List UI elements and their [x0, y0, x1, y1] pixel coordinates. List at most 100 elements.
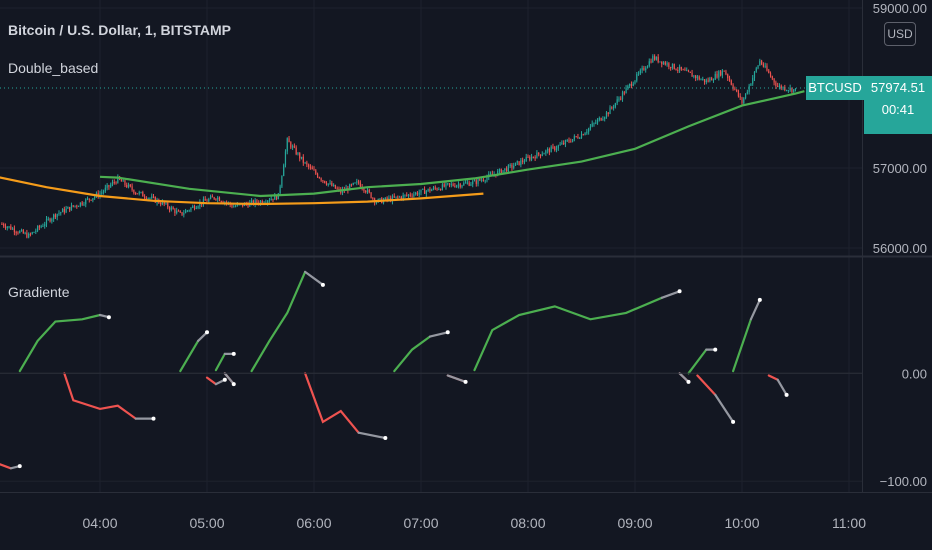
candle[interactable]: [616, 99, 618, 104]
candle[interactable]: [256, 200, 258, 203]
candle[interactable]: [502, 170, 504, 174]
candle[interactable]: [267, 200, 269, 203]
gradiente-oscillator[interactable]: [0, 270, 789, 470]
candle[interactable]: [129, 184, 131, 187]
candle[interactable]: [3, 224, 5, 227]
candle[interactable]: [393, 196, 395, 198]
candle[interactable]: [461, 185, 463, 187]
candle[interactable]: [659, 61, 661, 63]
candle[interactable]: [354, 182, 356, 184]
candle[interactable]: [744, 93, 747, 99]
candle[interactable]: [579, 137, 581, 139]
indicator-title-gradiente[interactable]: Gradiente: [8, 284, 70, 300]
candle[interactable]: [520, 160, 522, 166]
candle[interactable]: [117, 176, 119, 184]
candle[interactable]: [604, 117, 606, 119]
candle[interactable]: [580, 134, 583, 138]
candle[interactable]: [283, 165, 285, 177]
candle[interactable]: [233, 206, 235, 208]
candle[interactable]: [206, 200, 208, 202]
candle[interactable]: [720, 71, 722, 76]
candle[interactable]: [470, 184, 472, 186]
candle[interactable]: [491, 173, 493, 175]
candle[interactable]: [554, 146, 556, 150]
candle[interactable]: [734, 88, 736, 90]
candle[interactable]: [739, 96, 741, 98]
candle[interactable]: [743, 98, 745, 104]
candle[interactable]: [170, 207, 172, 210]
candle[interactable]: [261, 201, 263, 204]
candle[interactable]: [379, 198, 381, 200]
candle[interactable]: [322, 180, 324, 182]
candle[interactable]: [302, 156, 304, 163]
candle[interactable]: [152, 196, 155, 198]
candle[interactable]: [570, 141, 572, 143]
candle[interactable]: [366, 189, 369, 193]
candle[interactable]: [4, 226, 7, 228]
candle[interactable]: [186, 210, 188, 212]
candle[interactable]: [172, 207, 174, 210]
candle[interactable]: [584, 133, 586, 136]
candle[interactable]: [94, 196, 96, 199]
candle[interactable]: [31, 232, 33, 234]
candle[interactable]: [472, 181, 474, 185]
candle[interactable]: [552, 146, 554, 148]
candle[interactable]: [564, 140, 567, 145]
candle[interactable]: [349, 184, 351, 191]
osc-segment-green[interactable]: [18, 313, 102, 373]
candle[interactable]: [753, 71, 756, 78]
candle[interactable]: [140, 191, 142, 193]
candle[interactable]: [757, 65, 759, 69]
candle[interactable]: [712, 79, 715, 81]
candle[interactable]: [45, 218, 48, 225]
candle[interactable]: [441, 184, 443, 190]
candle[interactable]: [789, 87, 791, 91]
candle[interactable]: [250, 200, 253, 203]
candle[interactable]: [234, 206, 237, 208]
candle[interactable]: [785, 90, 788, 92]
candle[interactable]: [127, 184, 130, 188]
candle[interactable]: [299, 153, 301, 159]
candle[interactable]: [67, 206, 69, 209]
candle[interactable]: [101, 192, 103, 194]
candle[interactable]: [506, 168, 508, 172]
candle[interactable]: [568, 140, 570, 142]
candle[interactable]: [370, 192, 372, 198]
candle[interactable]: [636, 74, 638, 81]
candle[interactable]: [778, 85, 781, 87]
candle[interactable]: [639, 70, 641, 74]
candle[interactable]: [217, 197, 219, 200]
candle[interactable]: [79, 202, 81, 207]
candle[interactable]: [388, 197, 390, 200]
candle[interactable]: [308, 164, 310, 167]
candle[interactable]: [83, 204, 85, 206]
candle[interactable]: [174, 209, 176, 214]
candle[interactable]: [86, 198, 89, 200]
candle[interactable]: [440, 189, 442, 191]
candle[interactable]: [167, 202, 169, 208]
candle[interactable]: [108, 185, 110, 187]
candle[interactable]: [284, 151, 287, 166]
candle[interactable]: [793, 89, 795, 93]
candle[interactable]: [420, 189, 422, 193]
candle[interactable]: [707, 80, 709, 82]
candle[interactable]: [181, 212, 183, 215]
osc-segment-green[interactable]: [179, 339, 200, 373]
candle[interactable]: [375, 202, 378, 204]
candle[interactable]: [571, 139, 574, 142]
candle[interactable]: [497, 171, 499, 176]
candle[interactable]: [436, 188, 438, 190]
candle[interactable]: [236, 204, 238, 207]
candle[interactable]: [613, 107, 615, 109]
candle[interactable]: [673, 63, 675, 69]
candle[interactable]: [484, 180, 486, 182]
candle[interactable]: [188, 210, 190, 212]
candle[interactable]: [595, 122, 597, 124]
candle[interactable]: [547, 149, 549, 151]
candle[interactable]: [464, 182, 467, 184]
candle[interactable]: [324, 180, 326, 184]
candle[interactable]: [686, 70, 688, 72]
candle[interactable]: [78, 206, 80, 208]
candle[interactable]: [17, 232, 19, 234]
candle[interactable]: [787, 90, 789, 92]
